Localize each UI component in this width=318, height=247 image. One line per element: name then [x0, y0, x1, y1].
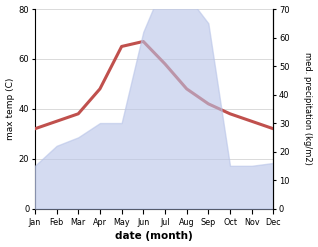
Y-axis label: max temp (C): max temp (C)	[5, 78, 15, 140]
Y-axis label: med. precipitation (kg/m2): med. precipitation (kg/m2)	[303, 52, 313, 165]
X-axis label: date (month): date (month)	[115, 231, 193, 242]
